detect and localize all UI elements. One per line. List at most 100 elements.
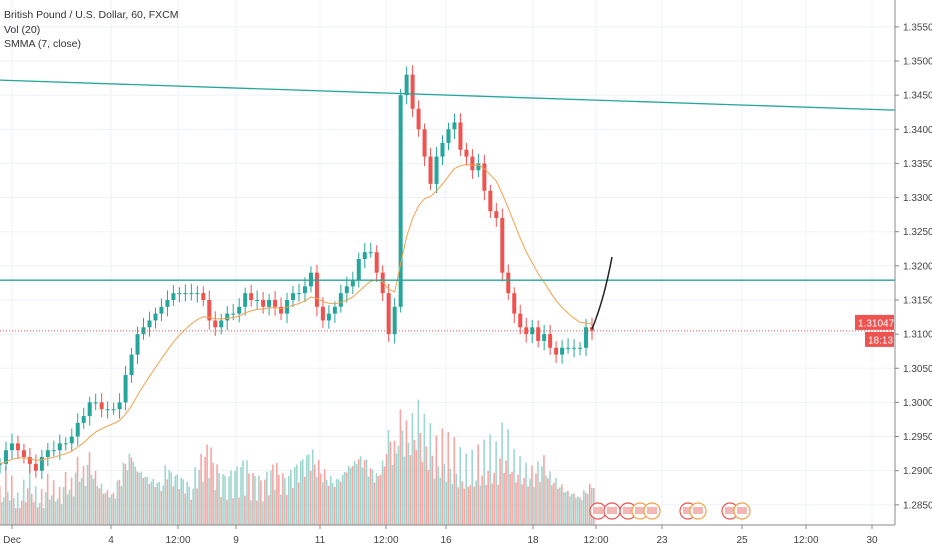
volume-bar — [4, 466, 7, 525]
smma-indicator-label[interactable]: SMMA (7, close) — [4, 38, 82, 50]
flag-icon — [725, 507, 735, 514]
candle-body — [159, 306, 164, 314]
volume-bar — [321, 481, 324, 525]
candle-body — [177, 293, 182, 295]
volume-bar — [539, 482, 541, 525]
volume-bar — [381, 460, 384, 525]
volume-bar — [0, 486, 1, 525]
volume-bar — [122, 462, 125, 525]
volume-bar — [264, 479, 266, 525]
candle-body — [57, 443, 62, 451]
volume-bar — [20, 500, 23, 525]
volume-bar — [365, 459, 368, 525]
volume-bar — [156, 482, 159, 525]
volume-bar — [94, 471, 97, 525]
candle-body — [524, 327, 529, 335]
economic-events[interactable] — [589, 502, 751, 520]
volume-bar — [42, 507, 45, 525]
volume-bar — [8, 500, 11, 525]
volume-bar — [98, 488, 101, 525]
candle-body — [536, 327, 541, 341]
volume-bar — [563, 492, 565, 525]
volume-bar — [575, 497, 577, 525]
volume-bar — [162, 485, 165, 525]
volume-bar — [200, 453, 202, 525]
volume-bar — [208, 478, 210, 525]
volume-bar — [585, 492, 587, 525]
volume-bar — [347, 465, 350, 525]
volume-bar — [186, 481, 188, 525]
volume-bar — [290, 469, 292, 525]
volume-bar — [589, 483, 591, 525]
volume-bar — [567, 490, 569, 525]
volume-bar — [315, 476, 318, 525]
volume-bar — [278, 475, 280, 525]
volume-bar — [379, 474, 382, 525]
volume-bar — [329, 475, 332, 525]
volume-bar — [581, 499, 583, 525]
candle-body — [15, 443, 20, 451]
volume-bar — [250, 500, 252, 525]
volume-bar — [276, 462, 278, 525]
volume-bar — [417, 399, 420, 525]
volume-bar — [357, 459, 360, 525]
volume-bar — [28, 460, 31, 525]
volume-bar — [345, 472, 348, 525]
volume-bar — [190, 499, 192, 525]
volume-bar — [491, 483, 493, 525]
flag-icon — [693, 507, 703, 514]
volume-bar — [70, 477, 73, 525]
volume-bar — [547, 478, 549, 525]
candle-body — [39, 457, 44, 471]
volume-bar — [363, 460, 366, 525]
volume-bar — [433, 478, 436, 525]
candle-body — [356, 259, 361, 280]
volume-bar — [258, 475, 260, 525]
volume-bar — [409, 455, 412, 525]
volume-bar — [471, 449, 474, 525]
candle-body — [410, 74, 415, 109]
y-tick-label: 1.30000 — [903, 398, 932, 409]
candle-body — [9, 443, 14, 451]
candle-body — [135, 334, 140, 355]
candle-body — [237, 306, 242, 314]
candle-body — [404, 74, 409, 96]
volume-bar — [489, 434, 491, 525]
volume-indicator-label[interactable]: Vol (20) — [4, 23, 41, 36]
volume-bar — [130, 457, 133, 525]
volume-bar — [473, 486, 476, 525]
candle-body — [362, 252, 367, 260]
volume-bar — [543, 454, 545, 525]
volume-bar — [18, 507, 21, 525]
volume-bar — [513, 448, 515, 525]
volume-bar — [108, 497, 111, 525]
volume-bar — [307, 454, 310, 525]
volume-bar — [252, 473, 254, 525]
volume-bar — [202, 481, 204, 525]
volume-bar — [16, 492, 19, 525]
candle-body — [374, 252, 379, 273]
candle-body — [506, 272, 511, 294]
volume-bar — [22, 479, 25, 525]
volume-bar — [240, 466, 242, 525]
flag-icon — [623, 507, 633, 514]
candle-body — [560, 347, 565, 355]
volume-bar — [288, 475, 290, 525]
candle-body — [291, 293, 296, 300]
volume-bar — [553, 482, 555, 525]
volume-bar — [14, 508, 17, 525]
symbol-title[interactable]: British Pound / U.S. Dollar, 60, FXCM — [4, 9, 179, 21]
price-axis[interactable]: 1.35500 1.35000 1.34500 1.34000 1.33500 1.330… — [855, 0, 932, 525]
volume-bar — [425, 446, 428, 525]
volume-bar — [64, 472, 67, 525]
candle-body — [488, 190, 493, 212]
candle-body — [350, 279, 355, 287]
candle-body — [261, 299, 266, 307]
volume-bar — [154, 487, 157, 525]
volume-bar — [222, 474, 224, 525]
candle-body — [87, 402, 92, 417]
volume-bar — [56, 498, 59, 525]
volume-bar — [467, 486, 470, 525]
time-axis[interactable]: Dec 4 12:00 9 11 12:00 16 18 12:00 23 25 12:00 30 — [0, 524, 895, 546]
